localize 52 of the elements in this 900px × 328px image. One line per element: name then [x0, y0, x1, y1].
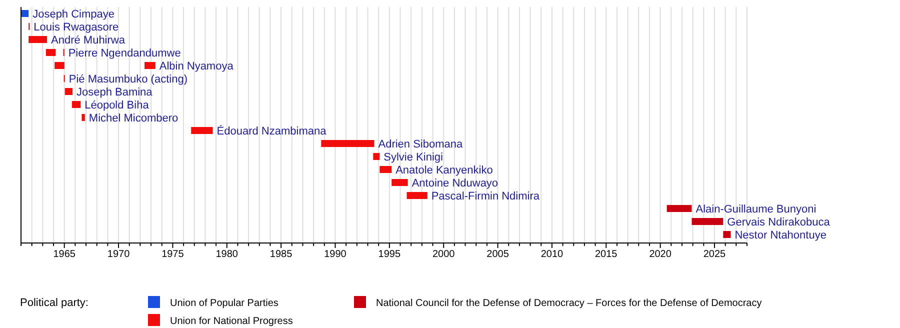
- bar: [28, 36, 48, 43]
- x-tick-label: 2020: [649, 249, 672, 260]
- y-tick-label: Édouard Nzambimana: [216, 124, 328, 138]
- x-tick-label: 1980: [216, 249, 238, 260]
- y-tick-label: Alain-Guillaume Bunyoni: [696, 204, 816, 216]
- legend-title: Political party:: [20, 297, 88, 309]
- x-tick-label: 1975: [162, 249, 184, 260]
- bar: [144, 62, 156, 69]
- legend-label: Union for National Progress: [170, 316, 293, 327]
- bar: [373, 153, 380, 160]
- y-tick-label: Sylvie Kinigi: [384, 152, 443, 164]
- bar: [54, 62, 64, 69]
- x-tick-label: 1990: [324, 249, 347, 260]
- x-tick-label: 2005: [486, 249, 510, 260]
- y-tick-label: Pié Masumbuko (acting): [68, 74, 188, 86]
- x-tick-label: 1965: [53, 249, 76, 260]
- x-tick-label: 2015: [595, 249, 618, 260]
- bar: [692, 218, 724, 225]
- bar: [321, 140, 374, 147]
- bar: [21, 10, 29, 17]
- y-tick-label: Pierre Ngendandumwe: [68, 48, 181, 60]
- y-tick-label: Nestor Ntahontuye: [734, 230, 826, 242]
- y-tick-label: Gervais Ndirakobuca: [727, 216, 831, 228]
- y-tick-label: Joseph Bamina: [76, 86, 154, 98]
- x-tick-label: 1985: [270, 249, 293, 260]
- x-tick-label: 2025: [703, 249, 726, 260]
- bar: [723, 231, 731, 238]
- y-tick-label: Léopold Biha: [84, 100, 150, 112]
- legend-label: Union of Popular Parties: [170, 298, 278, 309]
- bar: [191, 127, 213, 134]
- x-tick-label: 1995: [378, 249, 401, 260]
- bar: [666, 205, 692, 212]
- y-tick-label: André Muhirwa: [51, 34, 126, 46]
- y-tick-label: Joseph Cimpaye: [32, 8, 115, 20]
- bar: [82, 114, 85, 121]
- y-tick-label: Michel Micombero: [88, 112, 178, 124]
- bar: [406, 192, 428, 199]
- y-tick-label: Louis Rwagasore: [34, 22, 119, 34]
- bar: [380, 166, 392, 173]
- bar: [64, 88, 72, 95]
- x-tick-label: 1970: [107, 249, 130, 260]
- y-tick-label: Pascal-Firmin Ndimira: [431, 190, 540, 202]
- bar: [392, 179, 408, 186]
- bar: [72, 101, 81, 108]
- x-tick-label: 2010: [540, 249, 564, 260]
- legend-label: National Council for the Defense of Democracy – Forces for the Defense of Democracy: [376, 298, 762, 309]
- y-tick-label: Albin Nyamoya: [159, 60, 234, 72]
- bar: [46, 49, 56, 56]
- x-tick-label: 2000: [432, 249, 456, 260]
- y-tick-label: Adrien Sibomana: [378, 138, 464, 150]
- y-tick-label: Antoine Nduwayo: [412, 178, 498, 190]
- y-tick-label: Anatole Kanyenkiko: [396, 164, 493, 176]
